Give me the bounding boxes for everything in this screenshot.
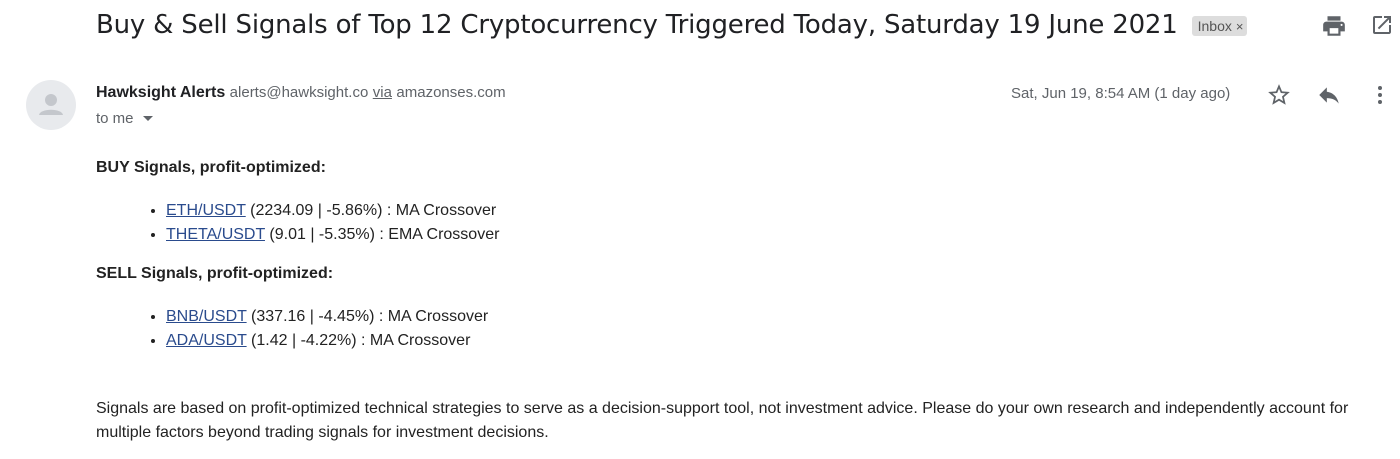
pair-link[interactable]: ETH/USDT xyxy=(166,202,246,219)
open-in-new-window-icon[interactable] xyxy=(1370,13,1396,39)
signal-details: (9.01 | -5.35%) : EMA Crossover xyxy=(264,226,500,243)
recipient-details-toggle[interactable]: to me xyxy=(96,110,153,127)
star-icon[interactable] xyxy=(1266,82,1292,108)
list-item: THETA/USDT (9.01 | -5.35%) : EMA Crossov… xyxy=(166,223,1396,247)
signal-details: (1.42 | -4.22%) : MA Crossover xyxy=(246,332,471,349)
list-item: BNB/USDT (337.16 | -4.45%) : MA Crossove… xyxy=(166,305,1396,329)
via-domain: amazonses.com xyxy=(396,84,506,101)
inbox-label-chip[interactable]: Inbox × xyxy=(1191,16,1248,36)
email-subject-row: Buy & Sell Signals of Top 12 Cryptocurre… xyxy=(96,10,1248,40)
recipient-label: to me xyxy=(96,110,134,127)
email-timestamp: Sat, Jun 19, 8:54 AM (1 day ago) xyxy=(1011,85,1231,102)
reply-icon[interactable] xyxy=(1316,82,1342,108)
sender-line: Hawksight Alerts alerts@hawksight.co via… xyxy=(96,84,506,102)
email-body: BUY Signals, profit-optimized: ETH/USDT … xyxy=(96,159,1396,459)
print-icon[interactable] xyxy=(1321,13,1347,39)
signal-details: (2234.09 | -5.86%) : MA Crossover xyxy=(245,202,497,219)
pair-link[interactable]: ADA/USDT xyxy=(166,332,247,349)
sender-name[interactable]: Hawksight Alerts xyxy=(96,84,226,101)
default-avatar-icon[interactable] xyxy=(26,80,76,130)
buy-signals-heading: BUY Signals, profit-optimized: xyxy=(96,159,326,176)
more-vertical-icon[interactable] xyxy=(1368,82,1394,108)
sell-signals-heading: SELL Signals, profit-optimized: xyxy=(96,265,334,282)
signal-details: (337.16 | -4.45%) : MA Crossover xyxy=(246,308,489,325)
buy-signals-list: ETH/USDT (2234.09 | -5.86%) : MA Crossov… xyxy=(96,199,1396,247)
inbox-label-text: Inbox xyxy=(1197,18,1232,34)
pair-link[interactable]: THETA/USDT xyxy=(166,226,265,243)
disclaimer-text: Signals are based on profit-optimized te… xyxy=(96,400,1349,441)
email-subject: Buy & Sell Signals of Top 12 Cryptocurre… xyxy=(96,10,1178,40)
sell-signals-list: BNB/USDT (337.16 | -4.45%) : MA Crossove… xyxy=(96,305,1396,353)
list-item: ADA/USDT (1.42 | -4.22%) : MA Crossover xyxy=(166,329,1396,353)
remove-label-icon[interactable]: × xyxy=(1235,18,1244,34)
list-item: ETH/USDT (2234.09 | -5.86%) : MA Crossov… xyxy=(166,199,1396,223)
sender-email: alerts@hawksight.co xyxy=(229,84,369,101)
pair-link[interactable]: BNB/USDT xyxy=(166,308,247,325)
via-link[interactable]: via xyxy=(372,84,392,101)
chevron-down-icon xyxy=(142,116,153,121)
